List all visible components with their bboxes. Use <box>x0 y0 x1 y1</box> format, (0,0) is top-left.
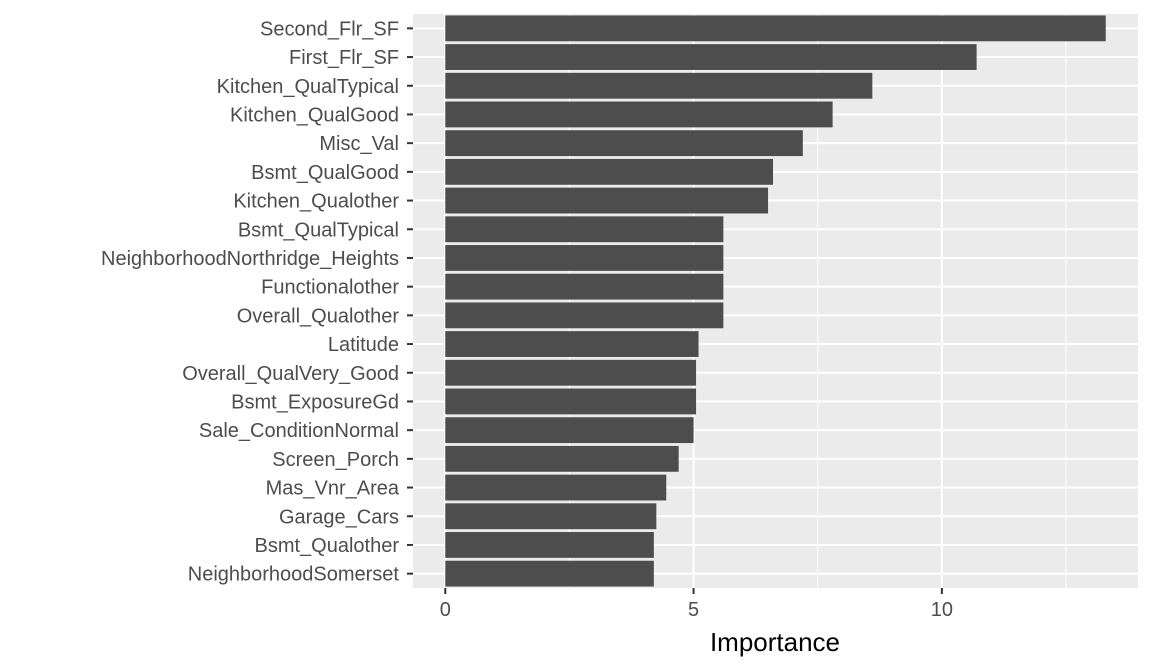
bar <box>445 273 724 300</box>
y-tick-label: Second_Flr_SF <box>260 18 399 40</box>
bar <box>445 72 873 99</box>
x-tick-label: 10 <box>931 599 953 621</box>
y-tick-label: NeighborhoodSomerset <box>188 564 400 586</box>
y-tick-label: Bsmt_Qualother <box>254 535 399 557</box>
bar <box>445 417 694 444</box>
y-tick-label: Kitchen_QualGood <box>230 104 399 126</box>
y-tick-label: Bsmt_ExposureGd <box>231 391 399 413</box>
y-tick-label: Misc_Val <box>319 133 399 155</box>
bar <box>445 158 774 185</box>
y-tick-label: Bsmt_QualTypical <box>238 219 399 241</box>
bar <box>445 130 803 157</box>
bar <box>445 503 657 530</box>
y-tick-label: Sale_ConditionNormal <box>199 420 399 442</box>
bar <box>445 532 654 558</box>
bar <box>445 15 1106 42</box>
y-tick-label: Mas_Vnr_Area <box>266 478 400 500</box>
y-tick-label: Garage_Cars <box>279 506 399 528</box>
bar <box>445 245 724 271</box>
bar <box>445 44 977 70</box>
y-tick-label: Kitchen_Qualother <box>233 191 399 213</box>
x-tick-label: 5 <box>688 599 699 621</box>
y-tick-label: Overall_QualVery_Good <box>182 363 399 385</box>
y-tick-label: Screen_Porch <box>272 449 399 471</box>
bar <box>445 560 654 587</box>
y-tick-label: Functionalother <box>261 277 399 299</box>
x-axis-title: Importance <box>710 627 840 657</box>
bar <box>445 216 724 243</box>
bar <box>445 359 697 386</box>
bar <box>445 302 724 329</box>
bar <box>445 101 833 128</box>
bars <box>445 15 1106 587</box>
bar <box>445 474 667 501</box>
y-tick-label: Kitchen_QualTypical <box>217 76 399 98</box>
x-axis: 0 5 10 <box>440 588 953 621</box>
bar <box>445 388 697 415</box>
bar <box>445 187 769 214</box>
plot-panel <box>413 14 1138 588</box>
y-tick-label: Overall_Qualother <box>237 305 400 327</box>
y-axis: Second_Flr_SF First_Flr_SF Kitchen_QualTyp… <box>101 18 413 586</box>
y-tick-label: First_Flr_SF <box>289 47 399 69</box>
bar <box>445 445 679 472</box>
y-tick-label: Bsmt_QualGood <box>251 162 399 184</box>
y-tick-label: Latitude <box>328 334 399 356</box>
x-tick-label: 0 <box>440 599 451 621</box>
y-tick-label: NeighborhoodNorthridge_Heights <box>101 248 399 270</box>
bar <box>445 331 699 357</box>
